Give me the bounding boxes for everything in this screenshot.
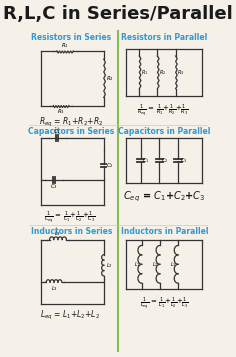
Text: $L_1$: $L_1$ — [55, 228, 62, 237]
Text: $C_2$: $C_2$ — [106, 161, 114, 170]
Text: Capacitors in Series: Capacitors in Series — [28, 127, 114, 136]
Text: $\frac{1}{L_{eq}}$ = $\frac{1}{L_1}$+$\frac{1}{L_2}$+$\frac{1}{L_3}$: $\frac{1}{L_{eq}}$ = $\frac{1}{L_1}$+$\f… — [140, 295, 189, 312]
Text: $R_{eq}$ = $R_1$+$R_2$+$R_2$: $R_{eq}$ = $R_1$+$R_2$+$R_2$ — [39, 116, 104, 129]
Text: $\frac{1}{R_{eq}}$ = $\frac{1}{R_1}$+$\frac{1}{R_2}$+$\frac{1}{R_3}$: $\frac{1}{R_{eq}}$ = $\frac{1}{R_1}$+$\f… — [137, 102, 189, 119]
Text: $C_{eq}$ = $C_1$+$C_2$+$C_3$: $C_{eq}$ = $C_1$+$C_2$+$C_3$ — [123, 190, 206, 204]
Text: R,L,C in Series/Parallel: R,L,C in Series/Parallel — [3, 5, 233, 23]
Text: $R_2$: $R_2$ — [106, 74, 114, 83]
Text: Resistors in Parallel: Resistors in Parallel — [122, 33, 208, 42]
Text: $R_3$: $R_3$ — [57, 107, 65, 116]
Text: $L_{eq}$ = $L_1$+$L_2$+$L_2$: $L_{eq}$ = $L_1$+$L_2$+$L_2$ — [40, 309, 100, 322]
Text: $L_2$: $L_2$ — [152, 260, 158, 269]
Text: Capacitors in Parallel: Capacitors in Parallel — [118, 127, 211, 136]
Text: $L_1$: $L_1$ — [134, 260, 140, 269]
Text: $L_2$: $L_2$ — [106, 261, 113, 270]
Text: Inductors in Series: Inductors in Series — [31, 227, 112, 236]
Text: $C_3$: $C_3$ — [180, 156, 187, 165]
Text: $L_3$: $L_3$ — [170, 260, 177, 269]
Text: $R_1$: $R_1$ — [141, 68, 148, 77]
Text: $R_3$: $R_3$ — [177, 68, 185, 77]
Text: $C_3$: $C_3$ — [50, 182, 58, 191]
Text: $R_1$: $R_1$ — [61, 41, 69, 50]
Text: Inductors in Parallel: Inductors in Parallel — [121, 227, 208, 236]
Text: $C_2$: $C_2$ — [161, 156, 168, 165]
Text: Resistors in Series: Resistors in Series — [31, 33, 111, 42]
Text: $C_1$: $C_1$ — [143, 156, 150, 165]
Text: $L_3$: $L_3$ — [51, 284, 58, 293]
Text: $R_2$: $R_2$ — [159, 68, 166, 77]
Text: $\frac{1}{C_{eq}}$ = $\frac{1}{C_1}$+$\frac{1}{C_2}$+$\frac{1}{C_3}$: $\frac{1}{C_{eq}}$ = $\frac{1}{C_1}$+$\f… — [44, 210, 96, 226]
Text: $C_1$: $C_1$ — [53, 127, 61, 136]
